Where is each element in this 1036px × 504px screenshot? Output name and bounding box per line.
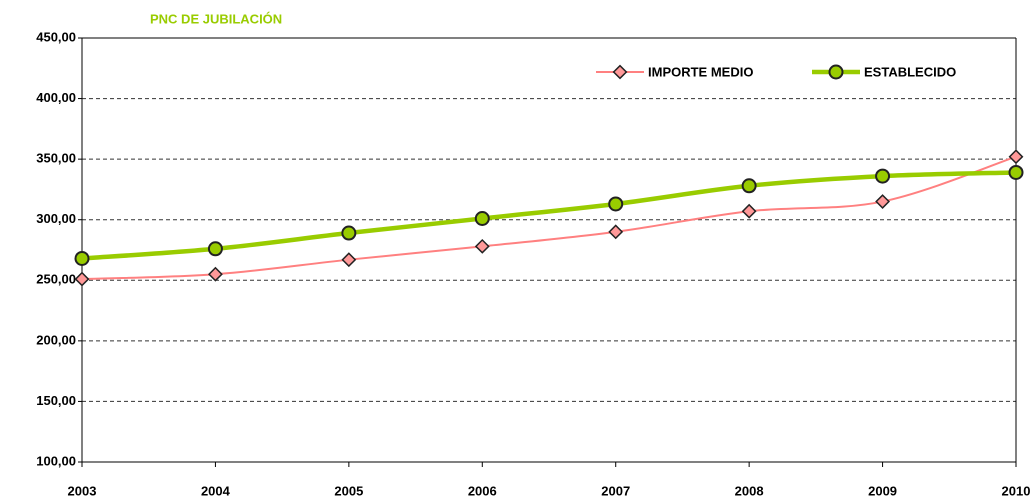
marker	[74, 250, 90, 266]
marker	[74, 271, 90, 287]
x-tick-label: 2009	[868, 483, 897, 498]
y-tick-label: 100,00	[36, 453, 76, 468]
y-tick-label: 300,00	[36, 211, 76, 226]
marker	[875, 168, 891, 184]
y-tick-label: 350,00	[36, 151, 76, 166]
y-tick-label: 450,00	[36, 29, 76, 44]
marker	[208, 266, 223, 282]
series-line	[81, 155, 1017, 281]
x-tick-label: 2005	[334, 483, 363, 498]
marker	[474, 238, 490, 254]
marker	[741, 178, 757, 194]
x-tick-label: 2010	[1002, 483, 1031, 498]
marker	[741, 203, 757, 219]
marker	[875, 194, 890, 209]
marker	[474, 211, 490, 227]
x-tick-label: 2006	[468, 483, 497, 498]
y-tick-label: 150,00	[36, 393, 76, 408]
x-tick-label: 2008	[735, 483, 764, 498]
x-tick-label: 2003	[68, 483, 97, 498]
marker	[1008, 149, 1024, 165]
marker	[341, 225, 357, 241]
legend-label: ESTABLECIDO	[864, 64, 956, 79]
y-tick-label: 200,00	[36, 332, 76, 347]
marker	[608, 224, 624, 240]
legend-label: IMPORTE MEDIO	[648, 64, 753, 79]
marker	[1008, 164, 1024, 180]
y-tick-label: 250,00	[36, 272, 76, 287]
y-tick-label: 400,00	[36, 90, 76, 105]
marker	[828, 64, 844, 80]
x-tick-label: 2004	[201, 483, 231, 498]
marker	[341, 252, 357, 268]
marker	[612, 64, 628, 80]
marker	[608, 196, 624, 212]
marker	[207, 241, 223, 257]
x-tick-label: 2007	[601, 483, 630, 498]
series-line	[81, 170, 1017, 261]
chart-title: PNC DE JUBILACIÓN	[150, 11, 282, 26]
